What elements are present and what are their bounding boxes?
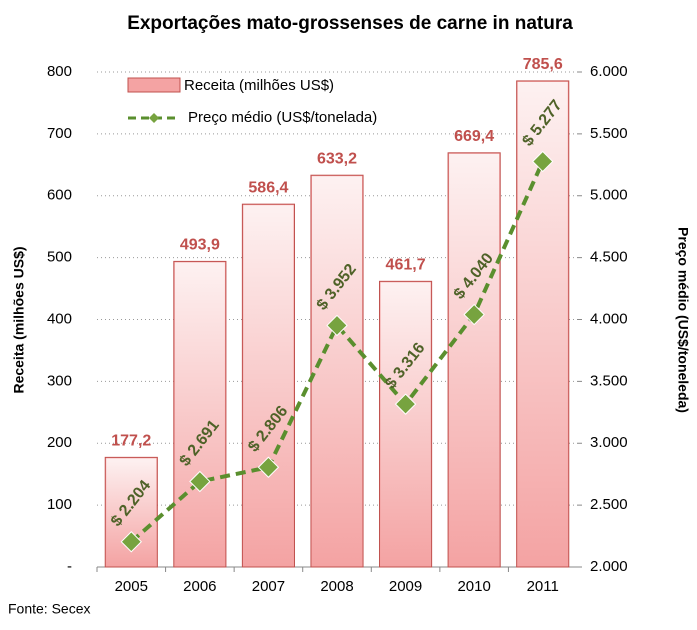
x-tick-label: 2005 <box>115 578 148 595</box>
bar-value-label: 461,7 <box>386 257 426 274</box>
note: Fonte: Secex <box>8 601 91 617</box>
legend-label: Preço médio (US$/tonelada) <box>188 109 377 126</box>
y2-tick-label: 2.500 <box>590 496 628 513</box>
y-tick-label: 200 <box>47 434 72 451</box>
line-marker <box>463 303 485 326</box>
y2-tick-label: 5.000 <box>590 187 628 204</box>
line-marker <box>120 531 142 553</box>
y2-tick-label: 2.000 <box>590 558 628 575</box>
legend-swatch <box>127 77 181 93</box>
legend: Receita (milhões US$) Preço médio (US$/to… <box>127 77 377 126</box>
x-tick-label: 2008 <box>320 578 353 595</box>
bar-shine <box>380 282 431 566</box>
y2-tick-label: 3.000 <box>590 434 628 451</box>
line-marker <box>394 393 417 415</box>
x-tick-label: 2010 <box>457 578 490 595</box>
y-tick-label: 400 <box>47 310 72 327</box>
y-tick-label: 100 <box>47 496 72 513</box>
bar-value-label: 785,6 <box>523 56 563 73</box>
bar-value-label: 177,2 <box>111 433 151 450</box>
line-marker <box>532 150 554 173</box>
chart-title: Exportações mato-grossenses de carne in … <box>127 13 573 34</box>
line-marker <box>189 470 211 493</box>
y2-tick-label: 4.500 <box>590 249 628 266</box>
y-axis-label: Receita (milhões US$) <box>11 246 27 393</box>
x-tick-label: 2006 <box>183 578 216 595</box>
bar-value-label: 669,4 <box>454 128 494 145</box>
line-marker <box>257 456 280 478</box>
legend-label: Receita (milhões US$) <box>184 77 334 94</box>
y-tick-label: - <box>67 558 72 575</box>
y2-tick-label: 6.000 <box>590 63 628 80</box>
y2-axis-label: Preço médio (US$/toneleda) <box>675 227 691 413</box>
x-tick-label: 2011 <box>527 578 559 595</box>
bar-value-label: 633,2 <box>317 150 357 167</box>
y-tick-label: 500 <box>47 249 72 266</box>
bar-shine <box>311 176 363 566</box>
bar-value-label: 493,9 <box>180 237 220 254</box>
bar-shine <box>243 205 294 567</box>
y2-tick-label: 3.500 <box>590 372 628 389</box>
legend-marker <box>149 113 159 123</box>
line-marker <box>326 314 348 337</box>
bar-value-label: 586,4 <box>248 179 288 196</box>
y2-tick-label: 5.500 <box>590 125 628 142</box>
y-tick-label: 600 <box>47 187 72 204</box>
x-tick-label: 2007 <box>252 578 285 595</box>
y-tick-label: 800 <box>47 63 72 80</box>
x-tick-label: 2009 <box>389 578 422 595</box>
y-tick-label: 300 <box>47 372 72 389</box>
bar-shine <box>174 262 225 566</box>
y2-tick-label: 4.000 <box>590 310 628 327</box>
y-tick-label: 700 <box>47 125 72 142</box>
bar-shine <box>449 153 500 566</box>
